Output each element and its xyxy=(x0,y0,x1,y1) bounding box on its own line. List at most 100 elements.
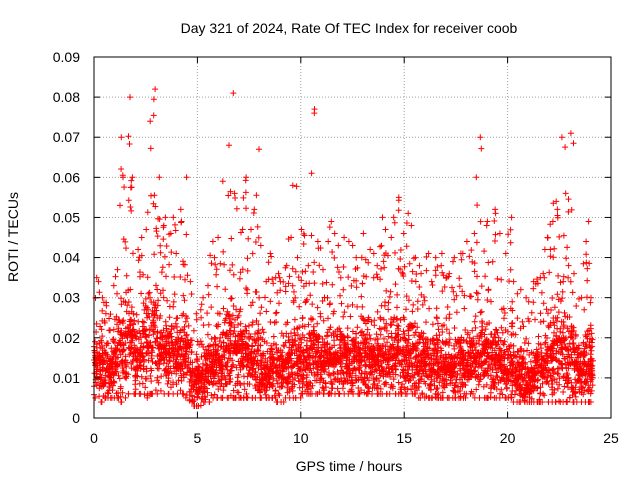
data-point xyxy=(213,271,220,278)
data-point xyxy=(180,390,187,397)
data-point xyxy=(122,238,129,245)
data-point xyxy=(99,333,106,340)
data-point xyxy=(120,236,127,243)
data-point xyxy=(195,363,202,370)
data-point xyxy=(195,403,202,409)
data-point xyxy=(145,306,151,313)
data-point xyxy=(174,323,180,330)
data-point xyxy=(181,323,188,330)
chart-title: Day 321 of 2024, Rate Of TEC Index for r… xyxy=(181,20,518,36)
data-point xyxy=(136,349,143,356)
data-point xyxy=(128,177,135,184)
data-point xyxy=(203,385,210,392)
data-point xyxy=(180,292,187,299)
data-point xyxy=(162,214,169,221)
x-tick-label: 20 xyxy=(500,430,516,446)
data-point xyxy=(156,216,163,223)
data-point xyxy=(205,321,212,328)
data-point xyxy=(181,297,188,304)
data-point xyxy=(93,274,100,281)
data-point xyxy=(114,290,120,297)
data-point xyxy=(178,377,185,384)
data-point xyxy=(146,314,153,320)
data-point xyxy=(213,351,220,358)
data-point xyxy=(161,253,168,260)
data-point xyxy=(166,330,173,337)
data-point xyxy=(163,360,170,367)
data-point xyxy=(138,290,145,297)
data-point xyxy=(155,365,162,372)
data-point xyxy=(92,394,99,401)
data-point xyxy=(182,394,189,401)
data-point xyxy=(129,174,136,181)
data-point xyxy=(163,322,170,329)
data-point xyxy=(128,184,135,191)
data-point xyxy=(105,390,112,397)
x-tick-label: 25 xyxy=(603,430,619,446)
data-point xyxy=(152,86,159,93)
data-point xyxy=(157,249,164,256)
data-point xyxy=(185,355,192,361)
data-point xyxy=(165,377,172,384)
data-point xyxy=(187,278,194,285)
data-point xyxy=(139,318,146,325)
data-point xyxy=(194,338,201,345)
data-point xyxy=(142,384,149,391)
data-point xyxy=(152,324,159,331)
data-point xyxy=(150,96,157,103)
data-point xyxy=(127,204,134,210)
data-point xyxy=(157,242,164,249)
data-point xyxy=(110,282,117,289)
data-point xyxy=(138,373,145,380)
data-point xyxy=(203,376,210,383)
data-point xyxy=(141,358,147,365)
data-point xyxy=(147,373,154,379)
y-tick-label: 0.09 xyxy=(53,49,80,65)
data-point xyxy=(143,226,150,233)
data-point xyxy=(170,298,177,305)
data-point xyxy=(102,377,109,383)
data-point xyxy=(221,319,228,326)
data-point xyxy=(203,346,209,353)
data-point xyxy=(160,294,167,301)
data-point xyxy=(222,286,229,293)
data-point xyxy=(209,238,216,245)
data-point xyxy=(177,206,184,213)
data-point xyxy=(220,383,227,390)
data-point xyxy=(208,392,215,399)
data-point xyxy=(200,388,207,395)
data-point xyxy=(182,318,189,325)
data-point xyxy=(169,344,176,351)
data-point xyxy=(163,243,170,249)
data-point xyxy=(170,303,177,310)
data-point xyxy=(193,316,200,323)
data-point xyxy=(183,231,190,238)
data-point xyxy=(132,386,139,393)
y-tick-label: 0.02 xyxy=(53,330,80,346)
data-point xyxy=(165,369,172,376)
data-point xyxy=(140,327,147,334)
data-point xyxy=(132,372,139,379)
data-point xyxy=(165,340,172,346)
data-point xyxy=(164,380,171,387)
data-point xyxy=(182,338,189,344)
data-point xyxy=(206,399,213,405)
data-point xyxy=(171,291,178,298)
data-point xyxy=(185,322,192,329)
data-point xyxy=(125,299,132,305)
data-point xyxy=(188,349,195,356)
data-point xyxy=(143,333,150,340)
data-point xyxy=(208,260,215,267)
data-point xyxy=(145,350,152,357)
data-point xyxy=(118,399,124,405)
data-point xyxy=(220,330,227,337)
data-point xyxy=(201,381,208,388)
data-point xyxy=(170,381,176,388)
data-point xyxy=(175,336,182,343)
data-point xyxy=(183,331,190,338)
data-point xyxy=(154,286,161,293)
data-point xyxy=(123,245,129,252)
data-point xyxy=(133,335,140,342)
data-point xyxy=(120,346,127,353)
x-tick-label: 0 xyxy=(90,430,98,446)
